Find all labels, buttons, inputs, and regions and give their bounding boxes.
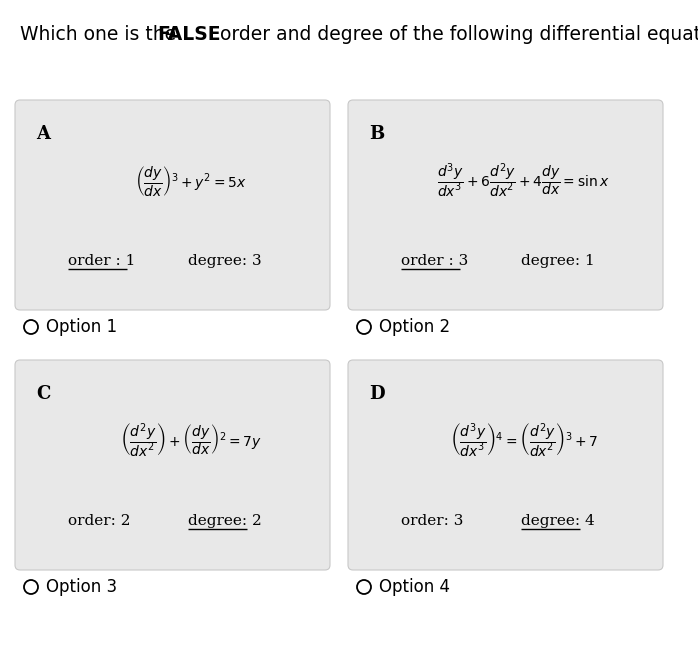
Text: B: B (369, 125, 385, 143)
Text: order: 2: order: 2 (68, 514, 131, 528)
Text: Option 4: Option 4 (379, 578, 450, 596)
Text: Option 3: Option 3 (46, 578, 117, 596)
Text: Which one is the: Which one is the (20, 25, 181, 44)
Text: order : 3: order : 3 (401, 254, 468, 268)
Text: A: A (36, 125, 50, 143)
Text: degree: 4: degree: 4 (521, 514, 595, 528)
Text: Option 1: Option 1 (46, 318, 117, 336)
Text: degree: 2: degree: 2 (188, 514, 262, 528)
Text: D: D (369, 385, 385, 403)
Text: $\left(\dfrac{d^{2}y}{dx^{2}}\right)+\left(\dfrac{dy}{dx}\right)^{2}=7y$: $\left(\dfrac{d^{2}y}{dx^{2}}\right)+\le… (120, 422, 262, 460)
FancyBboxPatch shape (348, 100, 663, 310)
Text: $\left(\dfrac{d^{3}y}{dx^{3}}\right)^{4}=\left(\dfrac{d^{2}y}{dx^{2}}\right)^{3}: $\left(\dfrac{d^{3}y}{dx^{3}}\right)^{4}… (450, 422, 598, 460)
Text: $\dfrac{d^{3}y}{dx^{3}}+6\dfrac{d^{2}y}{dx^{2}}+4\dfrac{dy}{dx}=\sin x$: $\dfrac{d^{3}y}{dx^{3}}+6\dfrac{d^{2}y}{… (438, 162, 610, 200)
Text: degree: 1: degree: 1 (521, 254, 595, 268)
Text: $\left(\dfrac{dy}{dx}\right)^{3}+y^{2}=5x$: $\left(\dfrac{dy}{dx}\right)^{3}+y^{2}=5… (135, 164, 246, 198)
Text: degree: 3: degree: 3 (188, 254, 261, 268)
FancyBboxPatch shape (15, 360, 330, 570)
Text: order : 1: order : 1 (68, 254, 135, 268)
Text: C: C (36, 385, 50, 403)
FancyBboxPatch shape (15, 100, 330, 310)
FancyBboxPatch shape (348, 360, 663, 570)
Text: order: 3: order: 3 (401, 514, 463, 528)
Text: order and degree of the following differential equation: order and degree of the following differ… (214, 25, 698, 44)
Text: Option 2: Option 2 (379, 318, 450, 336)
Text: FALSE: FALSE (157, 25, 221, 44)
